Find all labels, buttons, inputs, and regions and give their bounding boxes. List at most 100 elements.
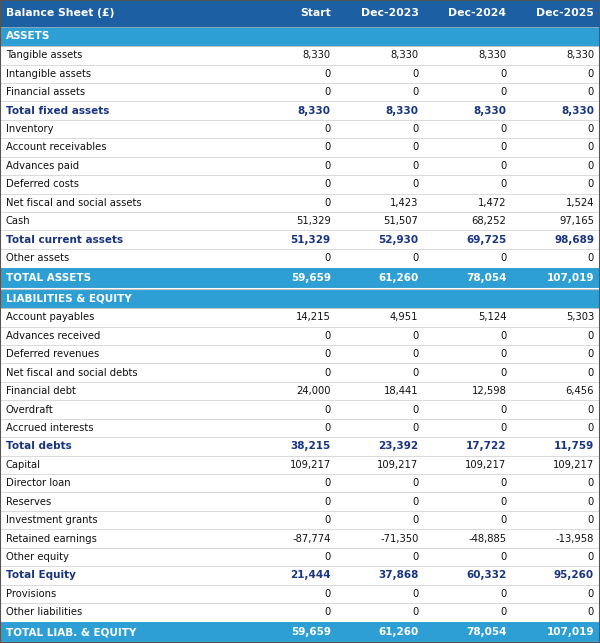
Text: 0: 0 [588,349,594,359]
Bar [425,308,512,327]
Bar [425,437,512,456]
Text: 0: 0 [500,478,506,488]
Bar [425,64,512,83]
Text: 0: 0 [412,589,419,599]
Text: Director loan: Director loan [6,478,71,488]
Text: 0: 0 [325,423,331,433]
Text: 0: 0 [412,69,419,78]
Text: Intangible assets: Intangible assets [6,69,91,78]
Bar [337,622,425,643]
Text: 60,332: 60,332 [466,570,506,581]
Text: Financial assets: Financial assets [6,87,85,97]
Bar [0,363,249,382]
Bar [512,511,600,529]
Bar [249,175,337,194]
Text: 0: 0 [412,87,419,97]
Bar [512,548,600,566]
Bar [512,83,600,102]
Text: 0: 0 [588,179,594,189]
Text: 8,330: 8,330 [566,50,594,60]
Text: 68,252: 68,252 [472,216,506,226]
Text: 1,524: 1,524 [566,198,594,208]
Bar [337,327,425,345]
Bar [512,308,600,327]
Bar [425,474,512,493]
Text: 0: 0 [325,253,331,263]
Bar [0,474,249,493]
Bar [0,437,249,456]
Bar [249,363,337,382]
Text: 0: 0 [500,179,506,189]
Bar [512,120,600,138]
Text: 8,330: 8,330 [478,50,506,60]
Text: Deferred costs: Deferred costs [6,179,79,189]
Bar [512,175,600,194]
Bar [337,230,425,249]
Bar [425,548,512,566]
Bar [337,363,425,382]
Bar [249,212,337,230]
Bar [512,267,600,289]
Bar [512,46,600,64]
Bar [0,584,249,603]
Bar [0,345,249,363]
Bar [249,0,337,26]
Text: Other liabilities: Other liabilities [6,607,82,617]
Bar [425,230,512,249]
Text: 52,930: 52,930 [379,235,419,244]
Bar [0,0,249,26]
Text: 5,124: 5,124 [478,312,506,322]
Bar [337,102,425,120]
Bar [425,194,512,212]
Text: 0: 0 [412,349,419,359]
Bar [337,249,425,267]
Text: 0: 0 [412,179,419,189]
Bar [512,212,600,230]
Bar [0,401,249,419]
Text: 1,472: 1,472 [478,198,506,208]
Bar [337,26,425,46]
Bar [249,456,337,474]
Text: 59,659: 59,659 [291,628,331,637]
Text: 78,054: 78,054 [466,273,506,283]
Text: 78,054: 78,054 [466,628,506,637]
Text: 0: 0 [588,331,594,341]
Bar [512,584,600,603]
Text: 14,215: 14,215 [296,312,331,322]
Text: 1,423: 1,423 [390,198,419,208]
Text: 0: 0 [588,589,594,599]
Bar [249,529,337,548]
Text: Dec-2023: Dec-2023 [361,8,419,18]
Text: 0: 0 [325,161,331,171]
Bar [337,401,425,419]
Bar [425,363,512,382]
Bar [425,175,512,194]
Bar [512,363,600,382]
Bar [0,46,249,64]
Bar [249,622,337,643]
Text: Other assets: Other assets [6,253,69,263]
Text: 0: 0 [412,515,419,525]
Bar [512,157,600,175]
Bar [512,345,600,363]
Bar [425,212,512,230]
Text: 0: 0 [500,161,506,171]
Bar [512,138,600,157]
Text: 8,330: 8,330 [298,105,331,116]
Bar [249,584,337,603]
Text: 0: 0 [588,161,594,171]
Text: 0: 0 [412,607,419,617]
Bar [0,138,249,157]
Bar [0,419,249,437]
Text: ASSETS: ASSETS [6,32,50,41]
Bar [337,212,425,230]
Text: Advances paid: Advances paid [6,161,79,171]
Bar [425,327,512,345]
Text: Balance Sheet (£): Balance Sheet (£) [6,8,115,18]
Text: 5,303: 5,303 [566,312,594,322]
Bar [0,622,249,643]
Text: 0: 0 [500,124,506,134]
Bar [337,267,425,289]
Bar [0,212,249,230]
Text: 6,456: 6,456 [566,386,594,396]
